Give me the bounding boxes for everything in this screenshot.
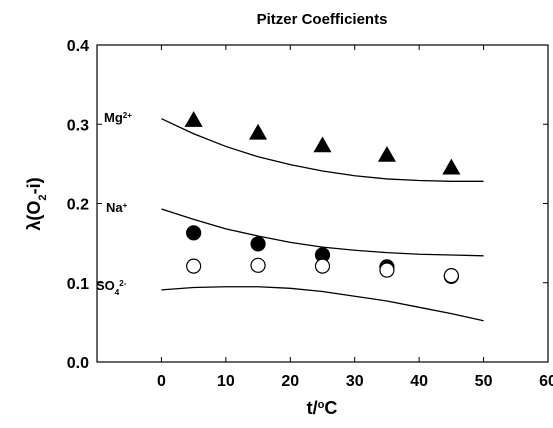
chart-title: Pitzer Coefficients [257, 11, 388, 28]
curve [161, 286, 484, 322]
y-tick-label: 0.4 [67, 38, 89, 55]
circle-marker [379, 262, 395, 278]
curve [161, 118, 484, 182]
curve-label: Mg2+ [104, 110, 132, 125]
x-tick-label: 30 [346, 373, 364, 390]
x-axis-label-sup: o [318, 399, 325, 411]
x-axis-label: t/oC [307, 398, 338, 418]
x-tick-label: 0 [157, 373, 166, 390]
circle-marker [443, 268, 459, 284]
y-axis-label-sub: 2 [37, 194, 49, 200]
circle-marker [250, 257, 266, 273]
x-tick-label: 60 [539, 373, 553, 390]
x-axis-label-text: t/ [307, 398, 318, 418]
circle-marker [186, 225, 202, 241]
plot-frame [96, 44, 549, 363]
x-axis-label-tail: C [324, 398, 337, 418]
curve-label-sup: 2+ [123, 111, 132, 120]
circle-marker [250, 236, 266, 252]
curve-label-text: SO [96, 278, 115, 293]
curve-label: SO42- [96, 278, 127, 297]
x-tick-label: 40 [410, 373, 428, 390]
triangle-marker [442, 158, 461, 175]
x-tick-label: 20 [281, 373, 299, 390]
triangle-marker [184, 111, 203, 127]
y-axis-label-text: λ(O [24, 201, 44, 231]
triangle-marker [313, 136, 332, 153]
y-tick-label: 0.0 [67, 355, 89, 372]
y-axis-label: λ(O2-i) [24, 177, 49, 230]
triangle-marker [377, 145, 396, 162]
curve-label: Na+ [106, 200, 128, 215]
y-tick-label: 0.2 [67, 197, 89, 214]
triangle-marker [249, 123, 268, 140]
curve-label-sup: + [123, 201, 128, 210]
y-tick-label: 0.3 [67, 117, 89, 134]
x-tick-label: 50 [475, 373, 493, 390]
x-tick-label: 10 [217, 373, 235, 390]
y-axis-label-tail: -i) [24, 177, 44, 194]
circle-marker [314, 258, 331, 274]
curve-label-sub: 4 [115, 288, 120, 297]
curve [161, 208, 484, 257]
curve-label-text: Na [106, 200, 123, 215]
curve-label-text: Mg [104, 110, 123, 125]
circle-marker [186, 258, 202, 274]
curve-label-sup: 2- [119, 279, 126, 288]
y-tick-label: 0.1 [67, 276, 89, 293]
